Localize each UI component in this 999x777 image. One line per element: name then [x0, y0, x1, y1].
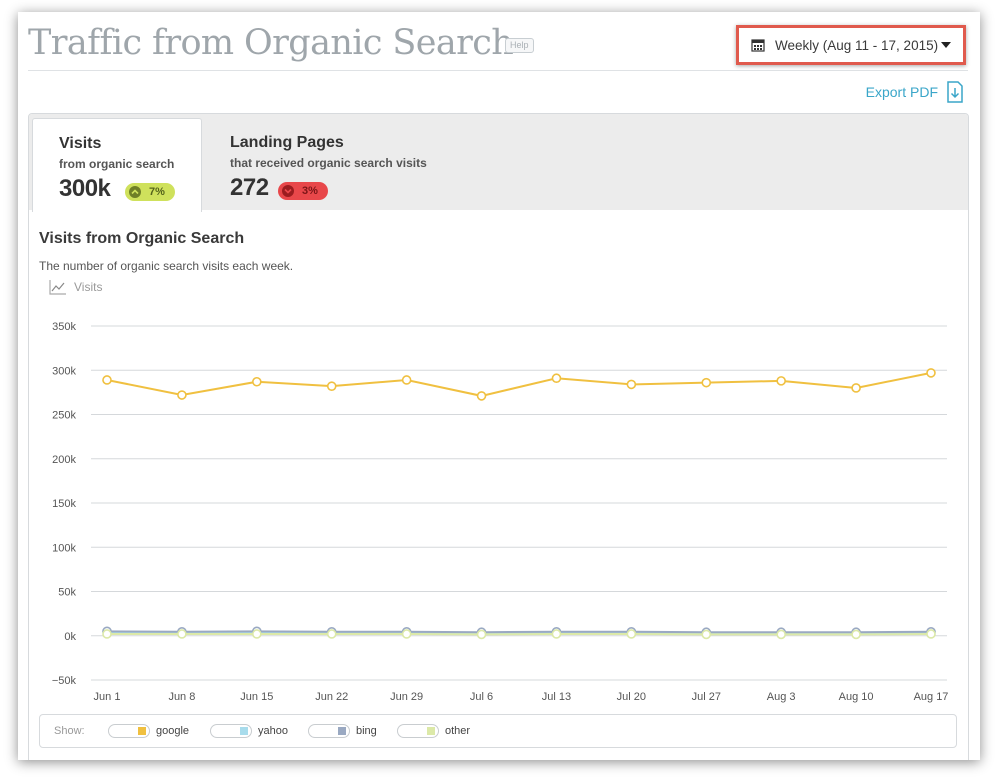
series-toggle[interactable] — [397, 724, 439, 738]
y-tick-label: 0k — [64, 631, 76, 643]
data-point-google — [701, 377, 712, 388]
data-point-other — [551, 629, 562, 639]
x-tick-label: Jun 1 — [94, 691, 121, 703]
data-point-google — [102, 375, 112, 385]
tab-landing-subtitle: that received organic search visits — [230, 156, 427, 170]
export-pdf-label: Export PDF — [865, 84, 938, 100]
export-pdf-button[interactable]: Export PDF — [866, 80, 964, 104]
series-toggle[interactable] — [108, 724, 150, 738]
data-point-google — [401, 375, 412, 385]
chevron-down-icon — [941, 42, 951, 48]
calendar-icon — [751, 39, 765, 52]
line-chart-icon — [49, 280, 66, 295]
series-toggle[interactable] — [210, 724, 252, 738]
legend-label: other — [445, 725, 471, 737]
data-point-google — [776, 376, 786, 386]
data-point-other — [776, 629, 786, 640]
series-legend: Show: google yahoo bing other — [39, 714, 957, 748]
x-tick-label: Aug 3 — [767, 691, 796, 703]
period-label: Weekly (Aug 11 - 17, 2015) — [775, 37, 939, 53]
x-tick-label: Aug 17 — [914, 691, 949, 703]
data-point-google — [551, 373, 562, 384]
x-tick-label: Jul 20 — [617, 691, 646, 703]
page-title: Traffic from Organic Search — [28, 23, 514, 63]
y-tick-label: 100k — [52, 542, 76, 554]
legend-item-yahoo[interactable]: yahoo — [210, 724, 288, 738]
report-window: Traffic from Organic Search Help Weekly … — [18, 12, 980, 760]
report-panel: Visits from organic search 300k 7% Landi… — [28, 113, 969, 760]
data-point-other — [102, 629, 112, 639]
arrow-up-icon — [129, 186, 141, 198]
swatch — [240, 727, 248, 735]
swatch — [338, 727, 346, 735]
data-point-google — [851, 383, 861, 393]
data-point-google — [476, 391, 487, 401]
tab-visits-title: Visits — [59, 135, 102, 152]
data-point-other — [926, 629, 936, 639]
swatch — [138, 727, 146, 735]
change-badge-up: 7% — [125, 183, 175, 201]
data-point-other — [252, 629, 262, 639]
legend-label: yahoo — [258, 725, 288, 737]
data-point-other — [476, 629, 487, 640]
tab-landing-title: Landing Pages — [230, 134, 344, 151]
series-line-bing — [106, 630, 932, 634]
metric-selector[interactable]: Visits — [49, 279, 102, 295]
x-tick-label: Jun 15 — [240, 691, 273, 703]
header-divider — [28, 70, 968, 71]
data-point-other — [626, 629, 637, 639]
help-button[interactable]: Help — [505, 38, 534, 53]
x-tick-label: Jun 8 — [168, 691, 195, 703]
change-badge-down: 3% — [278, 182, 328, 200]
y-tick-label: 250k — [52, 410, 76, 422]
series-line-google — [106, 371, 932, 397]
y-tick-label: 150k — [52, 498, 76, 510]
y-tick-label: 350k — [52, 321, 76, 333]
legend-item-google[interactable]: google — [108, 724, 189, 738]
download-icon — [947, 81, 963, 103]
legend-item-other[interactable]: other — [397, 724, 470, 738]
data-point-google — [252, 376, 262, 387]
data-point-other — [851, 629, 861, 640]
series-toggle[interactable] — [308, 724, 350, 738]
data-point-other — [401, 629, 412, 639]
data-point-other — [701, 629, 712, 640]
x-tick-label: Jun 29 — [390, 691, 423, 703]
tab-visits-subtitle: from organic search — [59, 157, 175, 171]
swatch — [427, 727, 435, 735]
period-dropdown[interactable]: Weekly (Aug 11 - 17, 2015) — [736, 25, 966, 65]
y-tick-label: 300k — [52, 365, 76, 377]
arrow-down-icon — [282, 185, 294, 197]
tab-landing-value: 272 — [230, 174, 269, 201]
data-point-other — [326, 629, 337, 639]
x-tick-label: Jun 22 — [315, 691, 348, 703]
change-value: 7% — [149, 186, 165, 198]
metric-tabs: Visits from organic search 300k 7% Landi… — [29, 114, 968, 212]
change-value: 3% — [302, 185, 318, 197]
legend-label: google — [156, 725, 190, 737]
data-point-google — [926, 368, 936, 378]
legend-item-bing[interactable]: bing — [308, 724, 377, 738]
tab-landing-pages[interactable]: Landing Pages that received organic sear… — [204, 118, 484, 210]
y-tick-label: 200k — [52, 454, 76, 466]
data-point-google — [626, 379, 637, 390]
tab-visits-value: 300k — [59, 175, 111, 202]
chart-title: Visits from Organic Search — [39, 230, 245, 247]
y-tick-label: 50k — [58, 587, 76, 599]
metric-label: Visits — [74, 280, 103, 294]
x-tick-label: Jul 6 — [470, 691, 493, 703]
tab-visits[interactable]: Visits from organic search 300k 7% — [32, 118, 202, 212]
y-tick-label: −50k — [52, 675, 77, 687]
data-point-google — [177, 390, 187, 400]
data-point-google — [326, 381, 337, 391]
chart-description: The number of organic search visits each… — [39, 259, 294, 273]
x-tick-label: Jul 13 — [542, 691, 571, 703]
visits-line-chart: −50k 0k 50k 100k 150k 200k 250k 300k 350k Jun 1 Ju… — [52, 321, 949, 703]
data-point-other — [177, 629, 187, 639]
x-tick-label: Aug 10 — [839, 691, 874, 703]
legend-label: bing — [356, 725, 377, 737]
x-tick-label: Jul 27 — [692, 691, 721, 703]
legend-show-label: Show: — [54, 725, 85, 737]
